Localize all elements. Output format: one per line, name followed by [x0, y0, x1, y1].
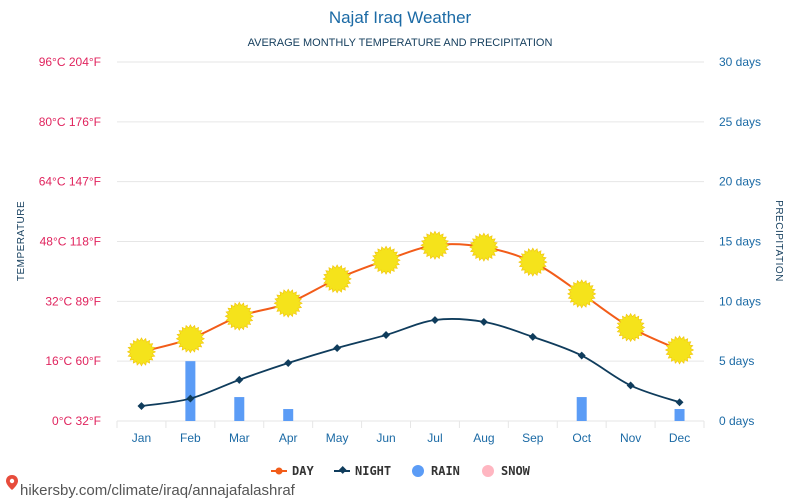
legend-rain-label: RAIN	[431, 464, 460, 478]
footer-url: hikersby.com/climate/iraq/annajafalashra…	[20, 482, 296, 499]
sun-core	[425, 235, 445, 255]
legend-night-label: NIGHT	[355, 464, 391, 478]
right-axis-label: PRECIPITATION	[773, 200, 784, 282]
night-point	[382, 331, 391, 339]
legend-item-day[interactable]: DAY	[271, 464, 314, 478]
month-label: Dec	[669, 431, 690, 445]
sun-core	[621, 318, 641, 338]
rain-bar	[185, 361, 196, 421]
month-label: Aug	[473, 431, 494, 445]
map-pin-icon	[6, 475, 18, 490]
night-point	[430, 316, 439, 324]
chart-title: Najaf Iraq Weather	[329, 8, 472, 27]
sun-core	[180, 329, 200, 349]
month-label: Oct	[572, 431, 591, 445]
legend-night-marker	[338, 466, 347, 474]
sun-core	[327, 269, 347, 289]
sun-core	[523, 252, 543, 272]
legend-item-night[interactable]: NIGHT	[334, 464, 391, 478]
month-label: Feb	[180, 431, 201, 445]
legend-item-snow[interactable]: SNOW	[482, 464, 531, 478]
sun-core	[572, 284, 592, 304]
grid-lines	[116, 61, 705, 428]
month-label: Sep	[522, 431, 544, 445]
day-line	[141, 243, 680, 353]
night-point	[137, 402, 146, 411]
night-point	[479, 317, 488, 326]
legend-rain-marker	[412, 465, 424, 477]
month-label: Jan	[132, 431, 151, 445]
legend-snow-label: SNOW	[501, 464, 531, 478]
left-tick-label: 32°C 89°F	[45, 294, 101, 308]
left-tick-label: 16°C 60°F	[45, 354, 101, 368]
right-tick-label: 10 days	[719, 294, 761, 308]
right-tick-label: 30 days	[719, 55, 761, 69]
legend-snow-marker	[482, 465, 494, 477]
sun-core	[376, 250, 396, 270]
right-tick-label: 25 days	[719, 115, 761, 129]
night-point	[186, 394, 195, 403]
rain-bars	[185, 361, 685, 421]
night-point	[333, 344, 342, 353]
left-axis-label: TEMPERATURE	[16, 201, 27, 281]
right-tick-label: 15 days	[719, 235, 761, 249]
legend-day-marker	[275, 467, 283, 475]
night-point	[235, 375, 244, 384]
rain-bar	[576, 397, 587, 421]
rain-bar	[283, 409, 294, 421]
left-tick-label: 80°C 176°F	[39, 115, 101, 129]
night-line	[141, 318, 680, 407]
night-series	[137, 316, 684, 411]
right-axis-ticks: 0 days 5 days 10 days 15 days 20 days 25 days…	[719, 55, 761, 428]
sun-core	[229, 306, 249, 326]
night-point	[675, 398, 684, 407]
footer-link[interactable]: hikersby.com/climate/iraq/annajafalashra…	[6, 475, 296, 499]
left-tick-label: 48°C 118°F	[40, 235, 101, 249]
month-label: May	[326, 431, 349, 445]
x-axis-ticks: Jan Feb Mar Apr May Jun Jul Aug Sep Oct Nov Dec	[132, 431, 690, 445]
legend-day-label: DAY	[292, 464, 314, 478]
chart-subtitle: AVERAGE MONTHLY TEMPERATURE AND PRECIPIT…	[248, 37, 553, 49]
day-series	[126, 230, 695, 367]
legend-item-rain[interactable]: RAIN	[412, 464, 460, 478]
sun-core	[278, 293, 298, 313]
left-tick-label: 96°C 204°F	[39, 55, 101, 69]
sun-core	[131, 342, 151, 362]
month-label: Jun	[376, 431, 395, 445]
right-tick-label: 0 days	[719, 414, 754, 428]
left-axis-ticks: 0°C 32°F 16°C 60°F 32°C 89°F 48°C 118°F 64°C…	[39, 55, 101, 428]
left-tick-label: 64°C 147°F	[39, 175, 101, 189]
right-tick-label: 5 days	[719, 354, 754, 368]
sun-core	[474, 237, 494, 257]
month-label: Nov	[620, 431, 641, 445]
left-tick-label: 0°C 32°F	[52, 414, 101, 428]
night-point	[577, 351, 586, 360]
night-point	[626, 381, 635, 390]
right-tick-label: 20 days	[719, 175, 761, 189]
month-label: Jul	[427, 431, 442, 445]
rain-bar	[234, 397, 245, 421]
legend: DAY NIGHT RAIN SNOW	[271, 464, 531, 478]
night-point	[528, 332, 537, 341]
month-label: Apr	[279, 431, 298, 445]
sun-core	[670, 340, 690, 360]
month-label: Mar	[229, 431, 250, 445]
night-point	[284, 359, 293, 367]
rain-bar	[674, 409, 685, 421]
